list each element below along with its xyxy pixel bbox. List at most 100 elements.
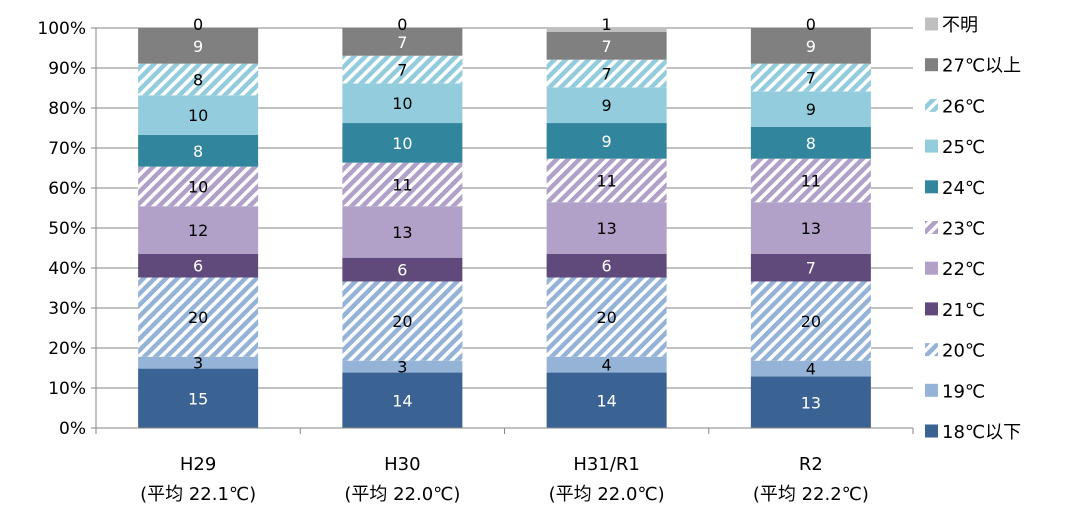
bar-segment-26	[342, 55, 463, 84]
data-label: 8	[806, 134, 816, 153]
legend-label: 19℃	[942, 381, 985, 402]
legend-label: 不明	[942, 15, 978, 36]
x-category-sublabel: (平均 22.0℃)	[549, 484, 665, 505]
data-label: 9	[193, 37, 203, 56]
legend-swatch	[925, 261, 938, 275]
x-category-label: H30	[384, 454, 420, 475]
data-label: 9	[602, 96, 612, 115]
legend-item-27-以上: 27℃以上	[925, 56, 1021, 77]
bar-segment-20	[546, 277, 667, 357]
bar-segment-22	[546, 202, 667, 254]
bar-segment-19	[546, 356, 667, 373]
data-label: 10	[188, 177, 208, 196]
x-category-sublabel: (平均 22.1℃)	[140, 484, 256, 505]
y-tick-label: 100%	[37, 19, 86, 39]
legend-label: 24℃	[942, 178, 985, 199]
x-category-sublabel: (平均 22.2℃)	[753, 484, 869, 505]
y-tick-label: 90%	[48, 59, 86, 79]
legend-swatch	[925, 17, 938, 31]
axes: 0% 10% 20% 30% 40% 50% 60% 70% 80% 90% 100% H29 (平均 …	[37, 19, 914, 505]
bar-segment-21	[342, 257, 463, 282]
bar-segment-25	[546, 87, 667, 124]
bar-segment-23	[546, 158, 667, 203]
y-tick-label: 50%	[48, 219, 86, 239]
bar-segment-20	[750, 281, 871, 361]
data-label: 8	[193, 142, 203, 161]
data-label: 13	[801, 393, 821, 412]
bar-segment-21	[546, 253, 667, 278]
bar-segment-25	[750, 91, 871, 128]
data-label: 9	[806, 100, 816, 119]
legend-swatch	[925, 98, 938, 112]
bar-segment-25	[342, 83, 463, 124]
data-label: 20	[188, 308, 208, 327]
legend: 不明 27℃以上 26℃ 25℃ 24℃ 23℃ 22℃ 21℃ 20℃ 19℃ 18℃以下	[925, 15, 1021, 443]
data-label: 20	[392, 312, 412, 331]
data-label: 0	[397, 15, 407, 34]
data-label: 7	[602, 65, 612, 84]
bar-segment-19	[750, 360, 871, 377]
legend-item-23: 23℃	[925, 219, 985, 240]
data-label: 11	[801, 171, 821, 190]
data-label: 0	[806, 15, 816, 34]
legend-item-18-以下: 18℃以下	[925, 422, 1021, 443]
bars: 1532061210810890143206131110107701442061…	[138, 15, 871, 428]
bar-segment-27-以上	[546, 31, 667, 60]
data-label: 3	[397, 358, 407, 377]
legend-item-20: 20℃	[925, 341, 985, 362]
bar-segment-26	[138, 63, 259, 96]
data-label: 6	[602, 257, 612, 276]
legend-swatch	[925, 221, 938, 234]
bar-segment-23	[750, 158, 871, 203]
y-tick-label: 20%	[48, 339, 86, 359]
data-label: 7	[602, 37, 612, 56]
data-label: 13	[596, 219, 616, 238]
bar-segment-19	[342, 360, 463, 373]
bar-segment-18-以下	[750, 376, 871, 428]
bar-segment-23	[138, 166, 259, 207]
legend-item-22: 22℃	[925, 259, 985, 280]
legend-swatch	[925, 383, 938, 397]
y-tick-label: 30%	[48, 299, 86, 319]
data-label: 7	[397, 33, 407, 52]
y-tick-label: 60%	[48, 179, 86, 199]
y-tick-label: 40%	[48, 259, 86, 279]
bar-segment-20	[138, 277, 259, 357]
legend-item-19: 19℃	[925, 381, 985, 402]
bar-segment-18-以下	[546, 372, 667, 428]
legend-swatch	[925, 58, 938, 72]
y-tick-label: 80%	[48, 99, 86, 119]
legend-label: 26℃	[942, 96, 985, 117]
bar-segment-22	[138, 206, 259, 254]
data-label: 7	[806, 69, 816, 88]
legend-item-21: 21℃	[925, 300, 985, 321]
bar-segment-19	[138, 356, 259, 369]
data-label: 7	[397, 61, 407, 80]
data-label: 14	[596, 391, 616, 410]
data-label: 10	[392, 134, 412, 153]
bar-stack-h31-r1: 14 4 20 6 13 11 9 9 7 7 1	[546, 15, 667, 428]
data-label: 8	[193, 70, 203, 89]
y-tick-label: 0%	[59, 419, 86, 439]
bar-segment-26	[750, 63, 871, 92]
bar-segment-21	[750, 253, 871, 282]
data-label: 11	[596, 171, 616, 190]
data-label: 12	[188, 221, 208, 240]
bar-segment-21	[138, 253, 259, 278]
data-label: 14	[392, 391, 412, 410]
legend-item-25: 25℃	[925, 137, 985, 158]
data-label: 13	[392, 223, 412, 242]
bar-segment-27-以上	[138, 28, 259, 64]
data-label: 6	[193, 257, 203, 276]
data-label: 9	[602, 132, 612, 151]
bar-segment-18-以下	[138, 368, 259, 428]
legend-item-26: 26℃	[925, 96, 985, 117]
data-label: 7	[806, 259, 816, 278]
data-label: 20	[801, 312, 821, 331]
bar-segment-27-以上	[342, 28, 463, 56]
data-label: 20	[596, 308, 616, 327]
legend-swatch	[925, 139, 938, 153]
bar-segment-不明	[546, 28, 667, 32]
legend-swatch	[925, 180, 938, 194]
